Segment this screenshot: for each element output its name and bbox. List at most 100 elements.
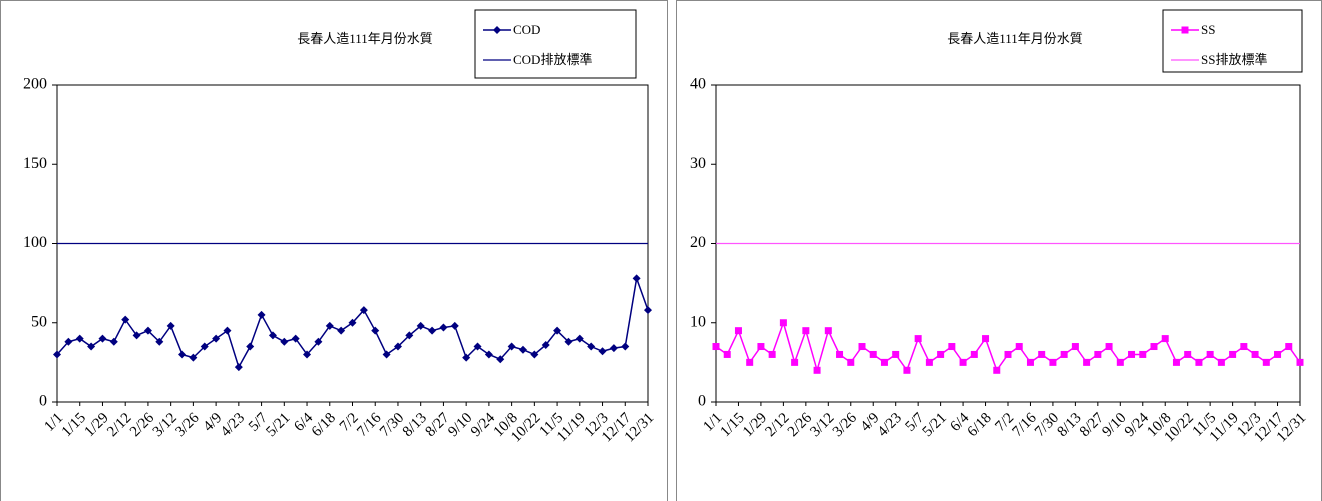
marker (371, 326, 380, 335)
marker (1071, 343, 1079, 351)
marker (64, 337, 73, 346)
marker (155, 337, 164, 346)
marker (587, 342, 596, 351)
legend-label: SS (1201, 22, 1215, 37)
marker (937, 350, 945, 358)
marker (212, 334, 221, 343)
marker (1038, 350, 1046, 358)
marker (564, 337, 573, 346)
marker (1285, 343, 1293, 351)
marker (836, 350, 844, 358)
marker (948, 343, 956, 351)
marker (1049, 358, 1057, 366)
marker (903, 366, 911, 374)
marker (644, 306, 652, 315)
marker (473, 342, 482, 351)
marker (791, 358, 799, 366)
marker (575, 334, 584, 343)
marker (541, 340, 550, 349)
marker (268, 331, 277, 340)
marker (1094, 350, 1102, 358)
marker (518, 345, 527, 354)
marker (348, 318, 357, 327)
marker (779, 319, 787, 327)
marker (993, 366, 1001, 374)
y-tick-label: 0 (39, 393, 47, 410)
legend-label: COD (513, 22, 540, 37)
marker (493, 26, 501, 34)
marker (382, 350, 391, 359)
marker (280, 337, 289, 346)
marker (1240, 343, 1248, 351)
marker (439, 323, 448, 332)
marker (75, 334, 84, 343)
marker (858, 343, 866, 351)
marker (1206, 350, 1214, 358)
marker (914, 335, 922, 343)
marker (416, 321, 425, 330)
y-tick-label: 150 (23, 155, 47, 172)
y-tick-label: 30 (690, 155, 706, 172)
marker (1195, 358, 1203, 366)
legend-box (1162, 9, 1303, 73)
marker (1150, 343, 1158, 351)
marker (1262, 358, 1270, 366)
marker (1161, 335, 1169, 343)
marker (223, 326, 232, 335)
marker (143, 326, 152, 335)
marker (892, 350, 900, 358)
marker (428, 326, 437, 335)
y-tick-label: 50 (31, 313, 47, 330)
marker (53, 350, 61, 359)
marker (847, 358, 855, 366)
marker (178, 350, 187, 359)
marker (621, 342, 630, 351)
marker (325, 321, 334, 330)
y-tick-label: 100 (23, 234, 47, 251)
marker (166, 321, 175, 330)
legend-box (474, 9, 637, 79)
marker (768, 350, 776, 358)
marker (824, 327, 832, 335)
marker (757, 343, 765, 351)
marker (869, 350, 877, 358)
marker (1296, 358, 1304, 366)
chart-title: 長春人造111年月份水質 (947, 31, 1083, 46)
marker (405, 331, 414, 340)
marker (450, 321, 459, 330)
marker (1116, 358, 1124, 366)
panel-border (0, 0, 668, 501)
marker (1217, 358, 1225, 366)
marker (200, 342, 209, 351)
marker (1251, 350, 1259, 358)
marker (1184, 350, 1192, 358)
marker (257, 310, 266, 319)
marker (121, 315, 130, 324)
marker (1015, 343, 1023, 351)
marker (109, 337, 118, 346)
legend-label: SS排放標準 (1201, 52, 1267, 67)
marker (925, 358, 933, 366)
marker (1026, 358, 1034, 366)
marker (291, 334, 300, 343)
marker (189, 353, 198, 362)
marker (1274, 350, 1282, 358)
marker (98, 334, 107, 343)
legend-label: COD排放標準 (513, 52, 592, 67)
marker (723, 350, 731, 358)
marker (1083, 358, 1091, 366)
y-tick-label: 0 (698, 393, 706, 410)
marker (632, 274, 641, 283)
marker (598, 347, 607, 356)
marker (87, 342, 96, 351)
chart-title: 長春人造111年月份水質 (297, 31, 433, 46)
marker (959, 358, 967, 366)
marker (880, 358, 888, 366)
marker (246, 342, 255, 351)
marker (802, 327, 810, 335)
marker (982, 335, 990, 343)
marker (813, 366, 821, 374)
marker (970, 350, 978, 358)
marker (507, 342, 516, 351)
